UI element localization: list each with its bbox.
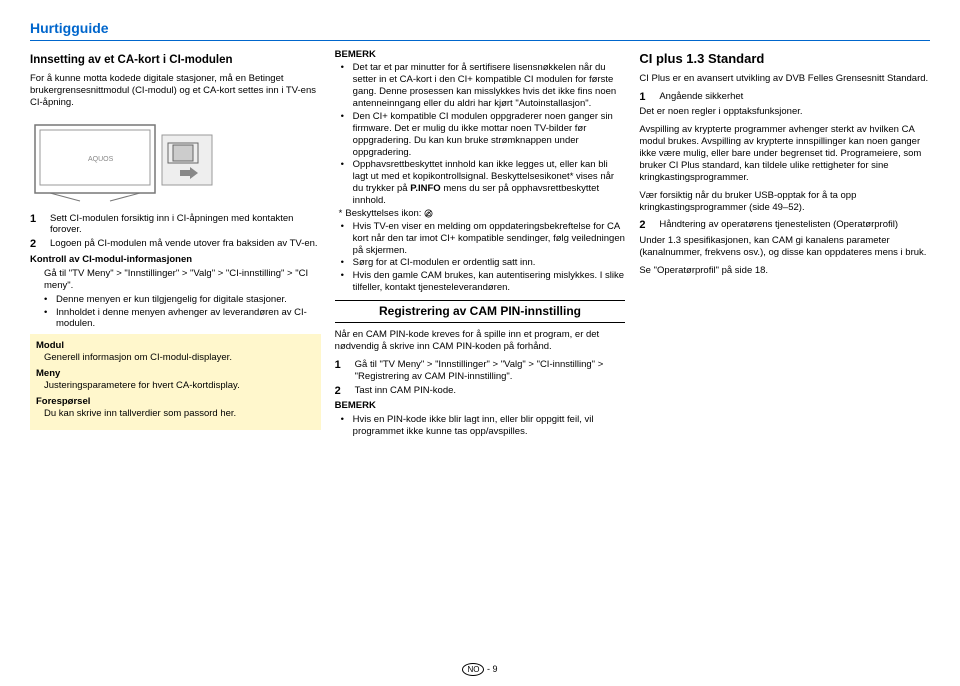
page-title: Hurtigguide	[30, 20, 930, 41]
bemerk-bullet: •Det tar et par minutter for å sertifise…	[335, 62, 626, 110]
s1-text: Avspilling av krypterte programmer avhen…	[639, 124, 930, 183]
column-2: BEMERK •Det tar et par minutter for å se…	[335, 49, 626, 439]
s1-text: Det er noen regler i opptaksfunksjoner.	[639, 106, 930, 118]
bemerk-bullet: •Hvis den gamle CAM brukes, kan autentis…	[335, 270, 626, 294]
kontroll-title: Kontroll av CI-modul-informasjonen	[30, 254, 321, 266]
s2-text: Se "Operatørprofil" på side 18.	[639, 265, 930, 277]
step-text: Sett CI-modulen forsiktig inn i CI-åpnin…	[50, 213, 321, 237]
section-number: 2	[639, 219, 651, 233]
svg-text:AQUOS: AQUOS	[88, 156, 114, 163]
section-2: 2 Håndtering av operatørens tjenestelist…	[639, 219, 930, 233]
bemerk2-label: BEMERK	[335, 400, 626, 412]
region-badge: NO	[462, 663, 484, 676]
kontroll-path: Gå til "TV Meny" > "Innstillinger" > "Va…	[30, 268, 321, 292]
step-number: 2	[30, 238, 42, 252]
page-footer: NO - 9	[0, 663, 960, 676]
def-modul-title: Modul	[36, 340, 315, 352]
def-meny-title: Meny	[36, 368, 315, 380]
step-number: 1	[335, 359, 347, 383]
registration-heading: Registrering av CAM PIN-innstilling	[335, 300, 626, 323]
step-2: 2 Logoen på CI-modulen må vende utover f…	[30, 238, 321, 252]
protection-icon-row: * Beskyttelses ikon:	[335, 208, 626, 220]
step-text: Tast inn CAM PIN-kode.	[355, 385, 456, 399]
reg-step-2: 2 Tast inn CAM PIN-kode.	[335, 385, 626, 399]
definitions-box: Modul Generell informasjon om CI-modul-d…	[30, 334, 321, 429]
ciplus-intro: CI Plus er en avansert utvikling av DVB …	[639, 73, 930, 85]
def-fores-title: Forespørsel	[36, 396, 315, 408]
def-modul-body: Generell informasjon om CI-modul-display…	[44, 352, 315, 364]
kontroll-bullet: •Denne menyen er kun tilgjengelig for di…	[30, 294, 321, 306]
bemerk-bullet: •Hvis TV-en viser en melding om oppdater…	[335, 221, 626, 257]
section-1: 1 Angående sikkerhet	[639, 91, 930, 105]
registration-intro: Når en CAM PIN-kode kreves for å spille …	[335, 329, 626, 353]
bemerk-bullet: •Sørg for at CI-modulen er ordentlig sat…	[335, 257, 626, 269]
bemerk-bullet: • Opphavsrettbeskyttet innhold kan ikke …	[335, 159, 626, 207]
reg-step-1: 1 Gå til "TV Meny" > "Innstillinger" > "…	[335, 359, 626, 383]
step-1: 1 Sett CI-modulen forsiktig inn i CI-åpn…	[30, 213, 321, 237]
column-3: CI plus 1.3 Standard CI Plus er en avans…	[639, 49, 930, 439]
bemerk-bullet: •Den CI+ kompatible CI modulen oppgrader…	[335, 111, 626, 159]
step-text: Logoen på CI-modulen må vende utover fra…	[50, 238, 318, 252]
bemerk2-bullet: •Hvis en PIN-kode ikke blir lagt inn, el…	[335, 414, 626, 438]
ciplus-heading: CI plus 1.3 Standard	[639, 51, 930, 67]
content-columns: Innsetting av et CA-kort i CI-modulen Fo…	[30, 49, 930, 439]
def-fores-body: Du kan skrive inn tallverdier som passor…	[44, 408, 315, 420]
column-1: Innsetting av et CA-kort i CI-modulen Fo…	[30, 49, 321, 439]
s1-text: Vær forsiktig når du bruker USB-opptak f…	[639, 190, 930, 214]
kontroll-bullet: •Innholdet i denne menyen avhenger av le…	[30, 307, 321, 331]
protection-icon	[424, 209, 433, 218]
col1-intro: For å kunne motta kodede digitale stasjo…	[30, 73, 321, 109]
tv-illustration: AQUOS	[30, 115, 230, 205]
page-number: - 9	[487, 664, 498, 674]
step-number: 1	[30, 213, 42, 237]
bemerk-label: BEMERK	[335, 49, 626, 61]
col1-heading: Innsetting av et CA-kort i CI-modulen	[30, 53, 321, 67]
section-title: Håndtering av operatørens tjenestelisten…	[659, 219, 898, 233]
def-meny-body: Justeringsparametere for hvert CA-kortdi…	[44, 380, 315, 392]
section-title: Angående sikkerhet	[659, 91, 743, 105]
section-number: 1	[639, 91, 651, 105]
step-number: 2	[335, 385, 347, 399]
s2-text: Under 1.3 spesifikasjonen, kan CAM gi ka…	[639, 235, 930, 259]
step-text: Gå til "TV Meny" > "Innstillinger" > "Va…	[355, 359, 626, 383]
